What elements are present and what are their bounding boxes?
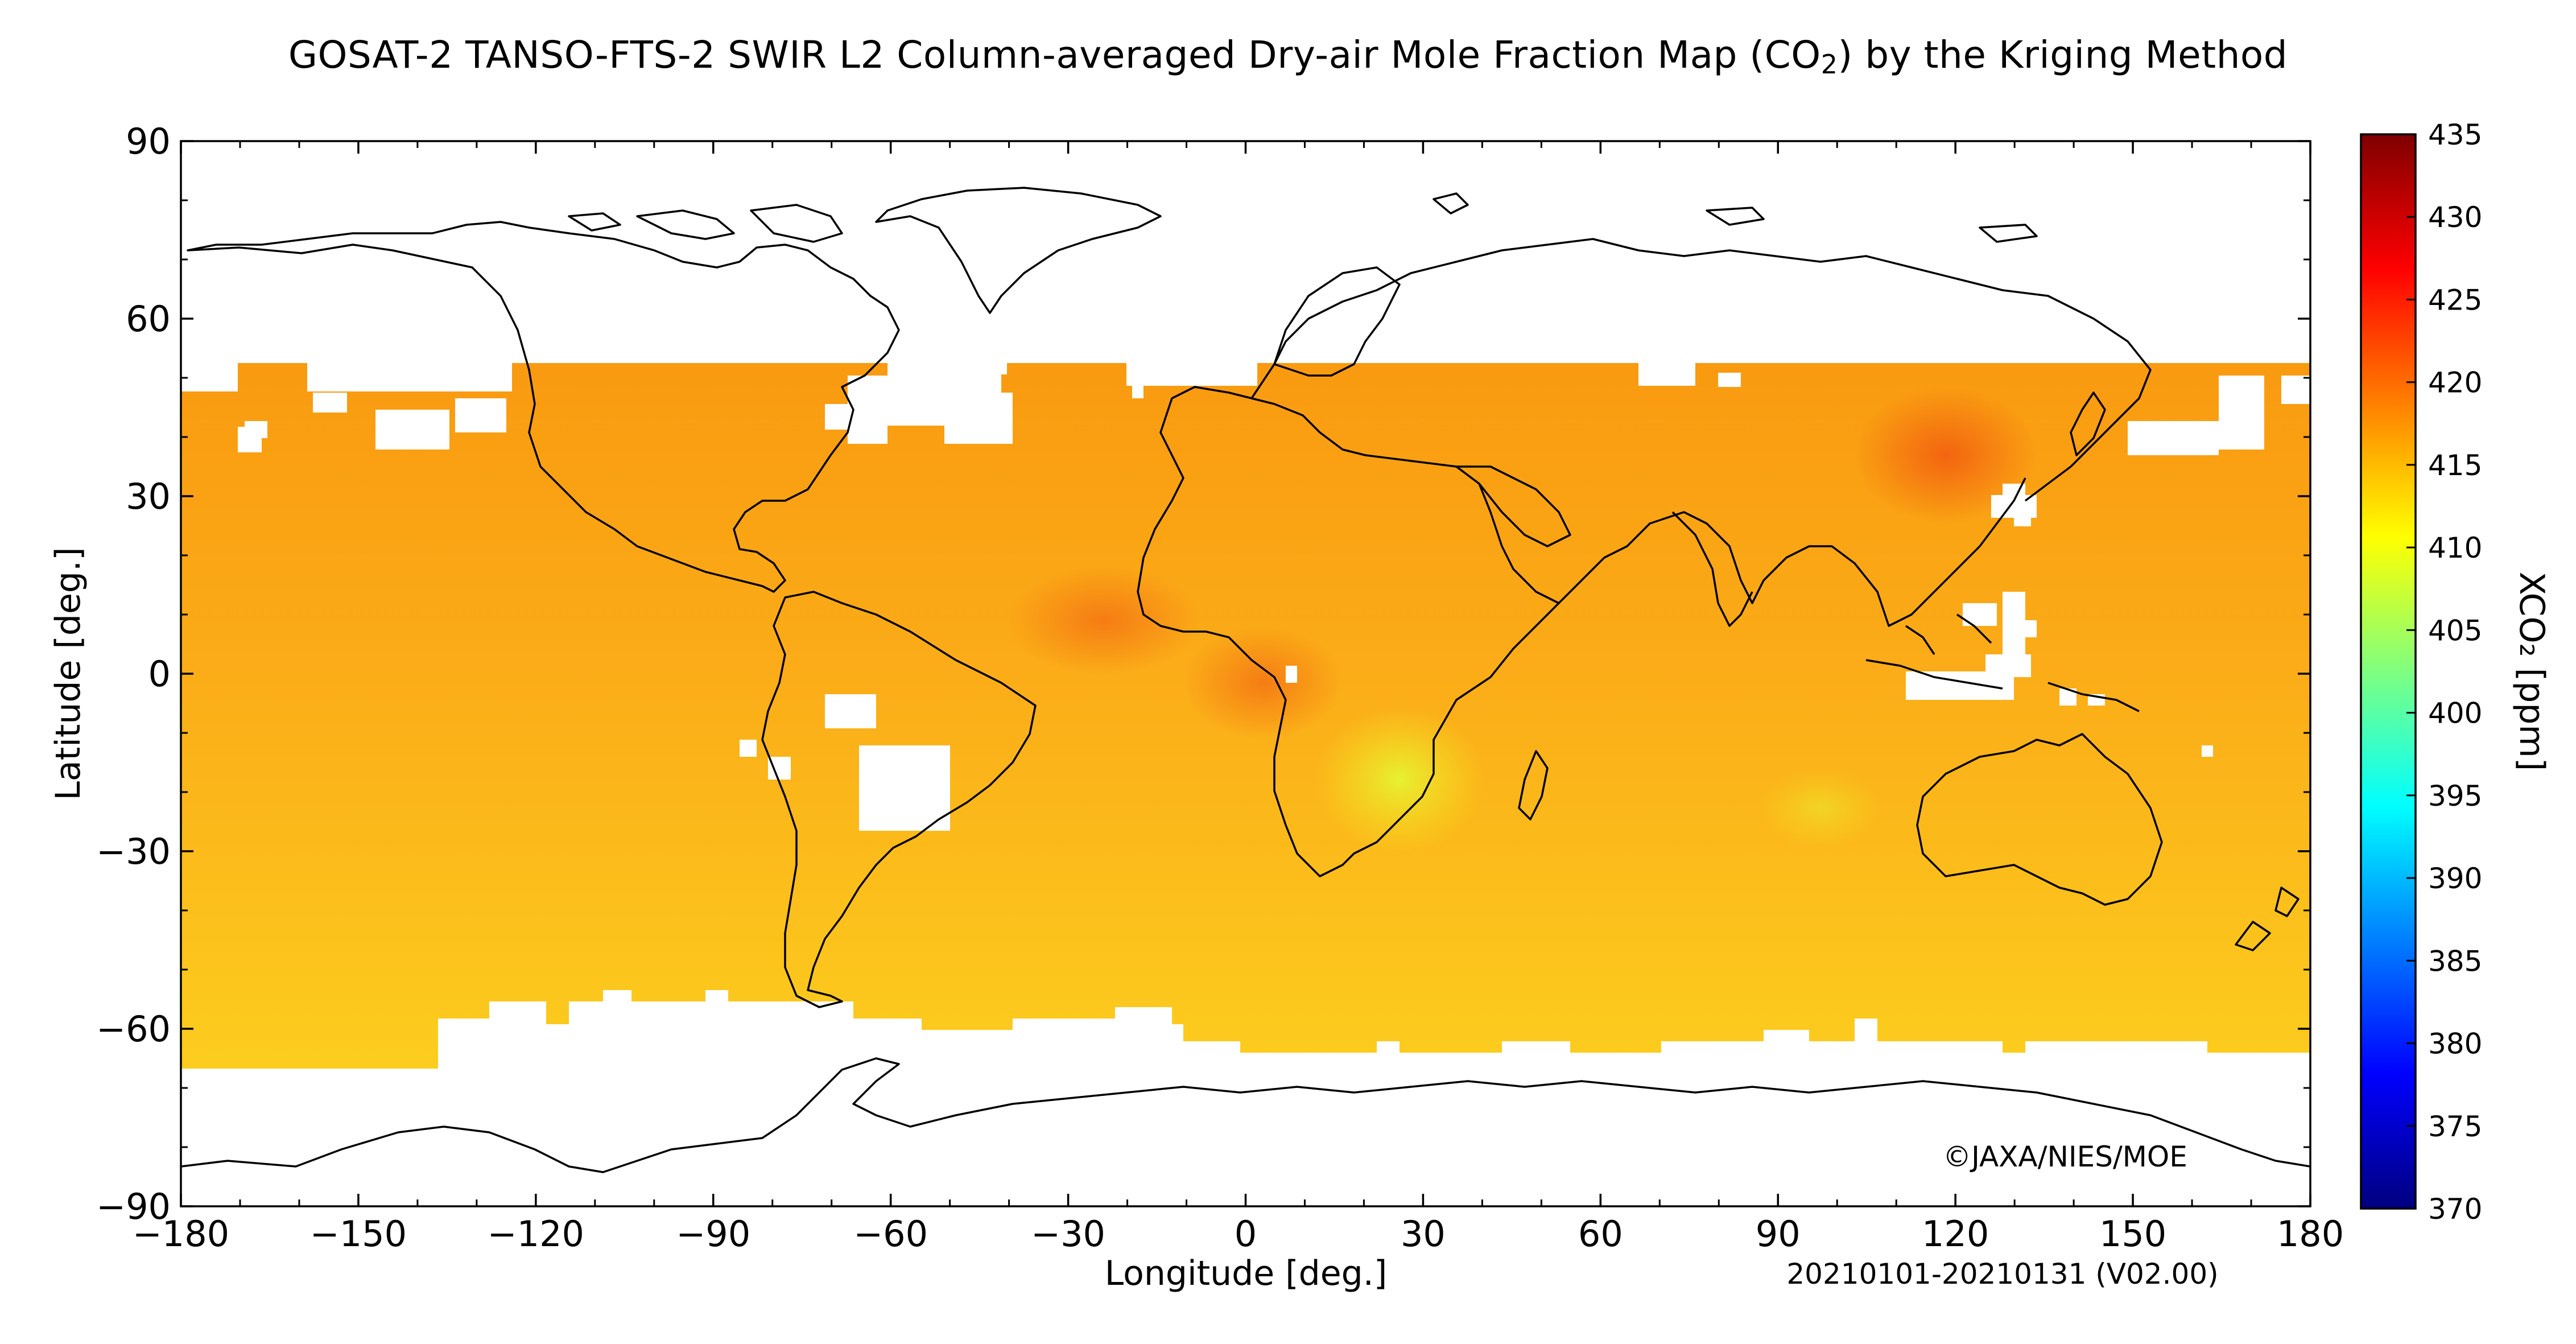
antarctica-coast [181, 1057, 2310, 1173]
scandinavia-coast [1273, 266, 1401, 377]
copyright-text: ©JAXA/NIES/MOE [1943, 1140, 2187, 1173]
colorbar-tick-label: 390 [2428, 862, 2482, 895]
y-tick-label: 30 [126, 476, 171, 517]
y-tick-label: −30 [96, 831, 171, 872]
south-america-coast [761, 591, 1037, 1008]
australia-coast [1916, 733, 2163, 906]
y-axis-ticks: 90 60 30 0 −30 −60 −90 [96, 121, 2310, 1227]
y-tick-label: 60 [126, 298, 171, 340]
arabia-coast [1455, 465, 1571, 547]
colorbar-tick-label: 385 [2428, 945, 2482, 978]
x-tick-label: −90 [676, 1213, 750, 1255]
period-text: 20210101-20210131 (V02.00) [1786, 1258, 2218, 1291]
colorbar-tick-label: 370 [2428, 1193, 2482, 1226]
x-tick-label: 120 [1922, 1213, 1989, 1255]
no-data-patches [181, 363, 2310, 831]
y-tick-label: −60 [96, 1008, 171, 1050]
colorbar-title: XCO₂ [ppm] [2512, 572, 2552, 771]
colorbar-tick-label: 400 [2428, 697, 2482, 730]
x-tick-label: −180 [133, 1213, 229, 1255]
map-title: GOSAT-2 TANSO-FTS-2 SWIR L2 Column-avera… [288, 33, 2288, 80]
colorbar-ticks: 435 430 425 420 415 410 405 400 395 390 385 380 375 3… [2406, 118, 2482, 1226]
europe-africa-coast [1137, 386, 1560, 877]
japan-coast [2070, 391, 2106, 456]
india-coast [1671, 511, 1753, 627]
colorbar-tick-label: 435 [2428, 118, 2482, 151]
colorbar-tick-label: 425 [2428, 283, 2482, 316]
south-no-data [181, 990, 2310, 1206]
new-zealand-coast [2235, 887, 2300, 951]
x-tick-label: −60 [853, 1213, 928, 1255]
x-tick-label: 150 [2099, 1213, 2166, 1255]
y-tick-label: 90 [126, 121, 171, 162]
central-africa-hotspot [1183, 626, 1343, 740]
x-tick-label: 180 [2277, 1213, 2344, 1255]
colorbar-tick-label: 415 [2428, 449, 2482, 482]
eurasia-north-coast [1250, 238, 2152, 502]
colorbar-tick-label: 405 [2428, 614, 2482, 647]
asia-south-coast [1558, 477, 2026, 627]
southern-africa-low [1314, 706, 1485, 854]
x-tick-label: −150 [310, 1213, 407, 1255]
x-tick-label: −30 [1031, 1213, 1105, 1255]
colorbar-tick-label: 375 [2428, 1110, 2482, 1143]
y-tick-label: −90 [96, 1186, 171, 1227]
colorbar-tick-label: 420 [2428, 366, 2482, 399]
colorbar-tick-label: 410 [2428, 531, 2482, 564]
x-tick-label: 30 [1401, 1213, 1446, 1255]
svalbard-islands [1433, 192, 2038, 243]
canada-islands [568, 204, 843, 243]
x-axis-ticks: −180 −150 −120 −90 −60 −30 0 30 60 90 120 150 180 [133, 141, 2344, 1255]
x-axis-title: Longitude [deg.] [1105, 1254, 1387, 1293]
indonesia-coast [1865, 613, 2140, 712]
x-tick-label: 90 [1756, 1213, 1801, 1255]
xco2-field [181, 363, 2310, 1206]
north-america-coast [187, 221, 900, 593]
y-tick-label: 0 [148, 653, 171, 695]
coastlines [181, 187, 2310, 1173]
colorbar-tick-label: 395 [2428, 780, 2482, 813]
indian-ocean-low [1758, 768, 1883, 848]
west-africa-hotspot [1007, 566, 1200, 674]
x-tick-label: 60 [1578, 1213, 1623, 1255]
greenland-coast [875, 187, 1162, 314]
madagascar-coast [1518, 750, 1549, 821]
x-tick-label: −120 [488, 1213, 584, 1255]
east-asia-hotspot [1855, 387, 2037, 523]
colorbar-tick-label: 430 [2428, 201, 2482, 234]
y-axis-title: Latitude [deg.] [48, 547, 88, 801]
colorbar-tick-label: 380 [2428, 1028, 2482, 1061]
colorbar [2360, 133, 2417, 1210]
x-tick-label: 0 [1235, 1213, 1257, 1255]
